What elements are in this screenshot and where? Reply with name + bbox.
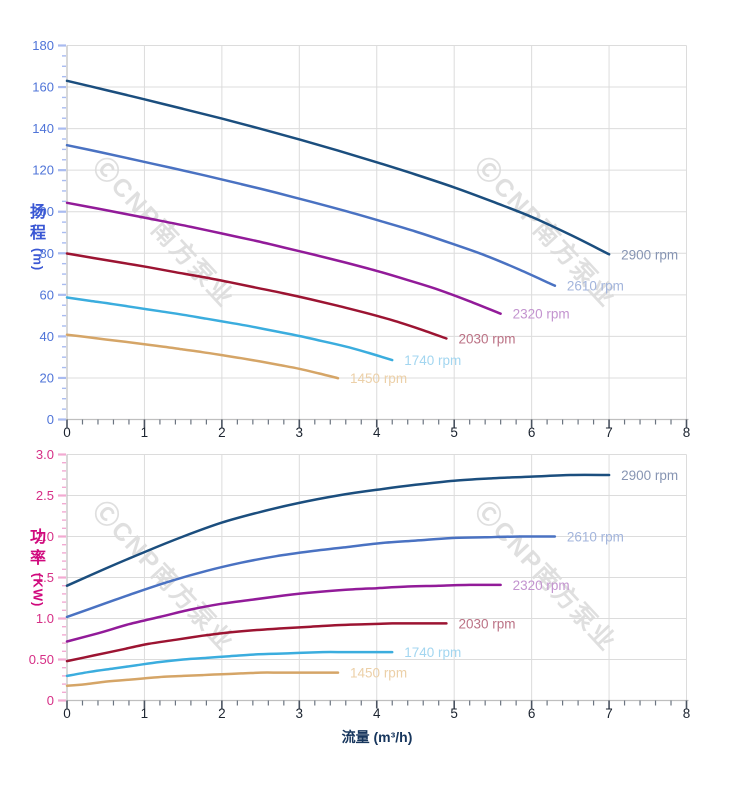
head-y-tick-label: 40 bbox=[40, 329, 54, 344]
power-x-tick-label: 1 bbox=[141, 706, 149, 721]
head-x-tick-label: 5 bbox=[450, 425, 458, 440]
head-x-tick-label: 8 bbox=[683, 425, 691, 440]
curve-1740-rpm-head bbox=[65, 296, 394, 362]
head-y-tick-label: 80 bbox=[40, 246, 54, 261]
curve-1450-rpm-power bbox=[65, 671, 340, 687]
curve-2610-rpm-head bbox=[65, 143, 557, 287]
power-y-tick-label: 3.0 bbox=[36, 447, 54, 462]
head-axis-unit: (m) bbox=[30, 248, 46, 272]
power-x-tick-label: 4 bbox=[373, 706, 381, 721]
head-x-tick-label: 4 bbox=[373, 425, 381, 440]
power-axis-title-char-2: 率 bbox=[29, 550, 46, 567]
curve-2900-rpm-power bbox=[65, 473, 611, 587]
head-y-tick-label: 140 bbox=[32, 121, 54, 136]
power-y-tick-label: 0.50 bbox=[29, 652, 54, 667]
power-axis-unit: (KW) bbox=[30, 573, 46, 608]
power-y-tick-label: 2.0 bbox=[36, 529, 54, 544]
head-x-tick-label: 2 bbox=[218, 425, 226, 440]
power-y-tick-label: 0 bbox=[47, 693, 54, 708]
curve-label-2320-rpm-head: 2320 rpm bbox=[513, 307, 570, 322]
head-x-tick-label: 0 bbox=[63, 425, 71, 440]
curve-2320-rpm-head bbox=[65, 201, 502, 315]
head-x-tick-label: 7 bbox=[605, 425, 613, 440]
curve-label-1450-rpm-head: 1450 rpm bbox=[350, 371, 407, 386]
head-y-tick-label: 60 bbox=[40, 287, 54, 302]
power-x-tick-label: 0 bbox=[63, 706, 71, 721]
head-x-tick-label: 6 bbox=[528, 425, 536, 440]
curve-label-1450-rpm-power: 1450 rpm bbox=[350, 666, 407, 681]
power-axis-title-char-1: 功 bbox=[29, 529, 46, 546]
curve-2900-rpm-head bbox=[65, 79, 611, 256]
curve-label-1740-rpm-power: 1740 rpm bbox=[404, 645, 461, 660]
power-x-tick-label: 5 bbox=[450, 706, 458, 721]
curve-2030-rpm-power bbox=[65, 622, 448, 663]
curve-label-2900-rpm-head: 2900 rpm bbox=[621, 247, 678, 262]
curve-label-2030-rpm-power: 2030 rpm bbox=[458, 616, 515, 631]
head-y-tick-label: 0 bbox=[47, 412, 54, 427]
head-y-tick-label: 120 bbox=[32, 163, 54, 178]
head-axis-title-char-1: 扬 bbox=[29, 204, 46, 221]
power-y-tick-label: 2.5 bbox=[36, 488, 54, 503]
curve-2320-rpm-power bbox=[65, 583, 502, 643]
head-y-tick-label: 180 bbox=[32, 38, 54, 53]
curve-label-2320-rpm-power: 2320 rpm bbox=[513, 578, 570, 593]
power-y-tick-label: 1.0 bbox=[36, 611, 54, 626]
flow-axis-title: 流量 (m³/h) bbox=[341, 729, 413, 745]
power-x-tick-label: 8 bbox=[683, 706, 691, 721]
curve-1450-rpm-head bbox=[65, 333, 340, 380]
power-axis-title: 功 率 (KW) bbox=[25, 527, 51, 607]
curve-1740-rpm-power bbox=[65, 650, 394, 678]
power-x-tick-label: 3 bbox=[296, 706, 304, 721]
head-x-tick-label: 1 bbox=[141, 425, 149, 440]
curve-2030-rpm-head bbox=[65, 252, 448, 340]
head-x-tick-label: 3 bbox=[296, 425, 304, 440]
power-x-tick-label: 2 bbox=[218, 706, 226, 721]
curve-2610-rpm-power bbox=[65, 535, 557, 619]
head-y-tick-label: 20 bbox=[40, 370, 54, 385]
power-x-tick-label: 7 bbox=[605, 706, 613, 721]
head-axis-title: 扬 程 (m) bbox=[25, 202, 51, 271]
curve-label-2900-rpm-power: 2900 rpm bbox=[621, 468, 678, 483]
head-y-tick-label: 100 bbox=[32, 204, 54, 219]
curve-label-2030-rpm-head: 2030 rpm bbox=[458, 331, 515, 346]
head-y-tick-label: 160 bbox=[32, 80, 54, 95]
curve-label-2610-rpm-head: 2610 rpm bbox=[567, 279, 624, 294]
power-y-tick-label: 1.5 bbox=[36, 570, 54, 585]
power-x-tick-label: 6 bbox=[528, 706, 536, 721]
curve-label-2610-rpm-power: 2610 rpm bbox=[567, 530, 624, 545]
head-axis-title-char-2: 程 bbox=[29, 225, 46, 242]
curve-label-1740-rpm-head: 1740 rpm bbox=[404, 353, 461, 368]
